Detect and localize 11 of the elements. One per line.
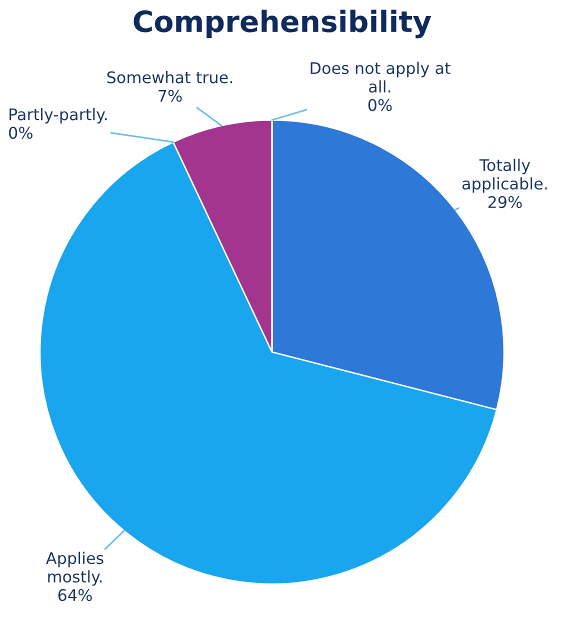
data-label: 7%: [158, 90, 182, 102]
text: 0%: [368, 99, 392, 112]
chart-title: Comprehensibility: [134, 10, 432, 38]
text: 0%: [9, 126, 32, 139]
category-label: Partly-partly.: [10, 108, 107, 124]
slice-label: Applies mostly.: [46, 552, 104, 586]
slice-label: Somewhat true.: [107, 71, 232, 84]
data-label: 29%: [488, 196, 522, 208]
category-label: Does not apply at all.: [310, 62, 450, 93]
slice-label: Totally applicable.: [462, 158, 547, 193]
data-label: 64%: [58, 589, 92, 602]
